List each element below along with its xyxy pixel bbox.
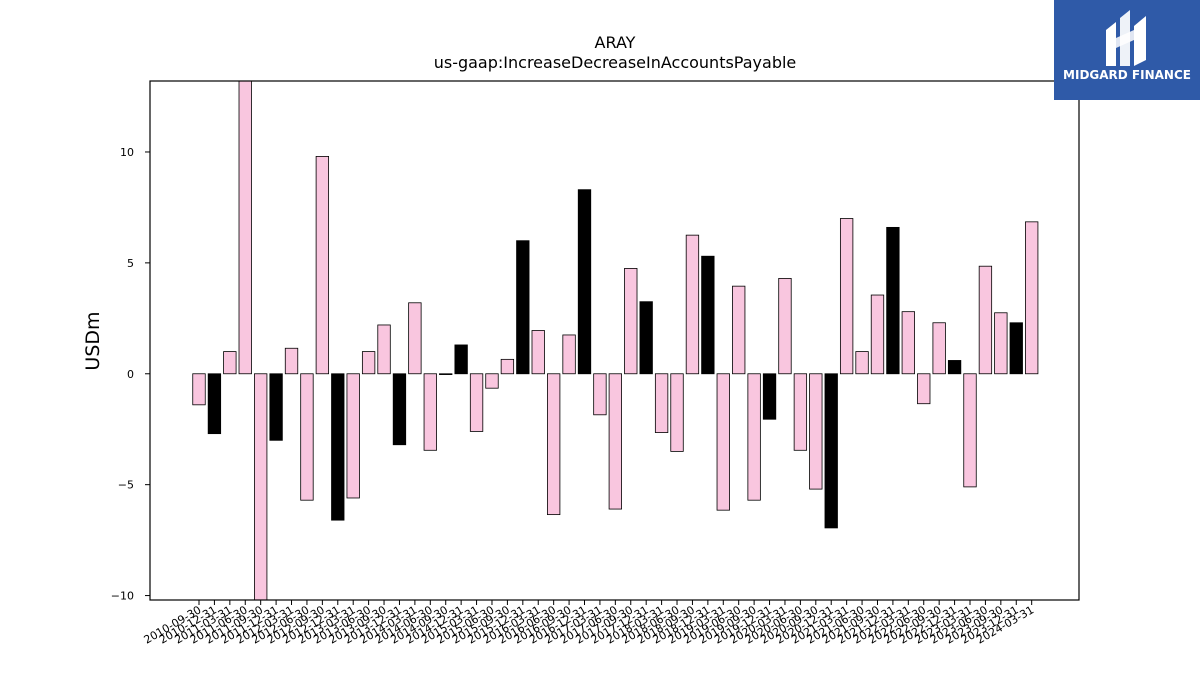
bar-2012-09-30 [315, 156, 330, 375]
bar-2022-06-30 [917, 373, 931, 405]
bar-2015-03-31 [469, 373, 484, 432]
bar-2018-06-30 [670, 373, 684, 452]
bar-2014-06-30 [423, 373, 437, 451]
chart-subtitle: us-gaap:IncreaseDecreaseInAccountsPayabl… [434, 53, 797, 72]
bar-2013-12-31 [392, 373, 407, 446]
bar-2024-03-31 [1025, 221, 1039, 375]
bar-2021-06-30 [855, 351, 869, 375]
bar-2020-12-31 [824, 373, 838, 529]
bar-2021-09-30 [870, 294, 885, 375]
bar-2015-09-30 [500, 358, 515, 375]
bar-2016-03-31 [531, 330, 545, 375]
bar-2022-09-30 [932, 322, 946, 375]
bar-2018-09-30 [685, 234, 700, 375]
bar-2018-12-31 [701, 255, 715, 375]
bars-group [192, 80, 1039, 601]
bar-2013-03-31 [346, 373, 360, 499]
bar-2011-12-31 [269, 373, 283, 441]
chart-title: ARAY [595, 33, 636, 52]
bar-2020-03-31 [778, 277, 792, 375]
y-axis-label: USDm [82, 311, 104, 370]
bar-2013-09-30 [377, 324, 391, 375]
bar-2023-12-31 [1009, 322, 1023, 375]
bar-2022-03-31 [901, 311, 915, 375]
bar-2017-09-30 [624, 268, 638, 375]
bar-2023-09-30 [994, 312, 1008, 375]
brand-name: MIDGARD FINANCE [1063, 68, 1191, 82]
bar-2013-06-30 [361, 351, 376, 375]
bar-2012-12-31 [331, 373, 345, 521]
bar-2018-03-31 [654, 373, 669, 433]
bar-2015-12-31 [516, 240, 530, 375]
plot-frame [149, 80, 1080, 601]
bar-2016-12-31 [577, 189, 592, 375]
bar-2017-12-31 [639, 301, 653, 375]
bar-2010-09-30 [192, 373, 206, 406]
bar-2019-09-30 [747, 373, 761, 501]
y-tick-label: 0 [127, 368, 134, 381]
bar-2012-06-30 [300, 373, 314, 501]
bar-2019-12-31 [762, 373, 777, 420]
y-tick-label: −10 [111, 590, 134, 603]
bar-2022-12-31 [947, 360, 962, 375]
bar-2016-09-30 [562, 334, 576, 375]
bar-2019-03-31 [716, 373, 730, 511]
y-tick-label: 5 [127, 257, 134, 270]
bar-2019-06-30 [732, 285, 746, 375]
brand-logo: MIDGARD FINANCE [1054, 0, 1200, 100]
bar-2014-09-30 [439, 373, 453, 375]
bar-2020-09-30 [809, 373, 823, 490]
bar-2017-06-30 [608, 373, 622, 510]
midgard-m-logo-icon [1106, 10, 1146, 66]
bar-2015-06-30 [485, 373, 499, 389]
bar-2016-06-30 [547, 373, 561, 516]
bar-2011-03-31 [223, 351, 237, 375]
y-tick-label: 10 [120, 146, 134, 159]
bar-2010-12-31 [207, 373, 222, 435]
bar-2023-03-31 [963, 373, 977, 488]
bar-2017-03-31 [593, 373, 607, 416]
bar-2020-06-30 [793, 373, 808, 451]
x-axis: 2010-09-302010-12-312011-03-312011-06-30… [142, 600, 1036, 647]
bar-2011-06-30 [238, 80, 252, 375]
bar-2021-03-31 [839, 218, 854, 375]
bar-2012-03-31 [284, 347, 299, 375]
bar-2023-06-30 [978, 265, 993, 375]
y-axis: −10 −5 0 5 10 [111, 146, 150, 603]
bar-2014-12-31 [454, 344, 468, 375]
bar-2014-03-31 [408, 302, 422, 375]
y-tick-label: −5 [118, 479, 134, 492]
bar-2011-09-30 [254, 373, 268, 601]
bar-2021-12-31 [886, 226, 900, 375]
